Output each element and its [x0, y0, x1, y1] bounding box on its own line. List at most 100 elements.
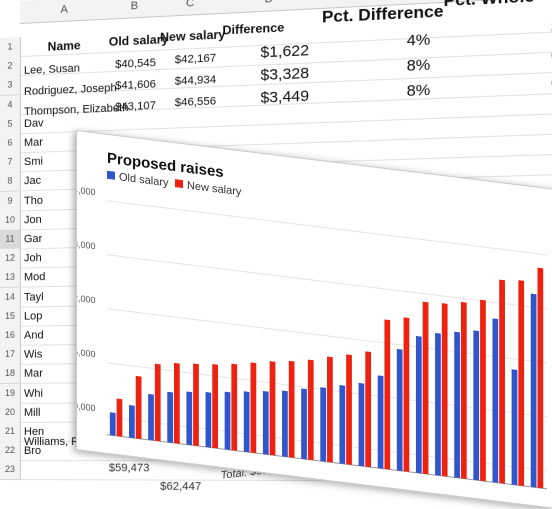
cell-difference[interactable]: $1,622: [235, 41, 309, 64]
cell-name-partial[interactable]: Mod: [24, 268, 45, 288]
bar-old-salary: [148, 394, 154, 441]
row-number[interactable]: 9: [0, 191, 21, 212]
cell-name[interactable]: Rodriguez, Joseph: [24, 79, 117, 102]
row-number[interactable]: 8: [0, 172, 21, 193]
cell-new-salary[interactable]: $46,556: [158, 92, 216, 114]
row-number[interactable]: 22: [0, 441, 21, 461]
bar-new-salary: [461, 302, 467, 479]
bar-old-salary: [339, 385, 345, 464]
row-number[interactable]: 18: [0, 364, 21, 384]
cell-name-partial[interactable]: Lop: [24, 307, 42, 326]
bar-old-salary: [244, 391, 250, 452]
row-number[interactable]: 3: [0, 75, 21, 96]
cell-old-salary[interactable]: $41,606: [105, 75, 156, 96]
row-number[interactable]: 1: [0, 37, 21, 58]
bar-old-salary: [206, 392, 212, 448]
row-number[interactable]: 23: [0, 460, 21, 480]
cell-new-salary[interactable]: $44,934: [158, 71, 216, 93]
cell-name-partial[interactable]: Smi: [24, 153, 43, 173]
old-total: $59,473: [109, 462, 150, 474]
bar-new-salary: [212, 364, 218, 448]
bar-new-salary: [155, 364, 161, 442]
bar-new-salary: [193, 363, 199, 446]
bar-new-salary: [365, 351, 371, 467]
bar-old-salary: [435, 333, 441, 476]
header-new-salary[interactable]: New salary: [160, 25, 225, 48]
row-number[interactable]: 12: [0, 249, 21, 269]
cell-old-salary[interactable]: $43,107: [105, 97, 156, 118]
cell-name[interactable]: Lee, Susan: [24, 59, 80, 81]
cell-name-partial[interactable]: And: [24, 326, 44, 345]
cell-pct-whole[interactable]: 6%: [483, 72, 552, 96]
cell-difference[interactable]: $3,449: [235, 86, 309, 109]
y-tick-label: $46,000: [77, 345, 95, 359]
cell-name-partial[interactable]: Mar: [24, 133, 43, 153]
cell-pct-whole[interactable]: 6%: [483, 44, 552, 68]
bar-new-salary: [136, 376, 142, 439]
header-name[interactable]: Name: [24, 35, 105, 58]
bar-old-salary: [167, 392, 173, 443]
cell-difference[interactable]: $3,328: [235, 63, 309, 86]
row-number[interactable]: 7: [0, 152, 21, 173]
cell-name-partial[interactable]: Tayl: [24, 288, 44, 307]
y-tick-label: $40,000: [77, 399, 95, 413]
cell-pct-difference[interactable]: 8%: [352, 55, 430, 78]
row-number[interactable]: 17: [0, 345, 21, 365]
cell-name-partial[interactable]: Joh: [24, 249, 42, 268]
row-number[interactable]: 6: [0, 133, 21, 154]
row-number[interactable]: 13: [0, 268, 21, 288]
new-total: $62,447: [160, 481, 201, 493]
bar-old-salary: [512, 369, 518, 485]
bar-new-salary: [518, 280, 524, 486]
bar-old-salary: [301, 388, 307, 459]
bar-new-salary: [308, 360, 314, 461]
bar-old-salary: [416, 336, 422, 474]
column-header-a[interactable]: A: [20, 0, 110, 24]
column-letter: C: [186, 0, 194, 10]
column-letter: B: [131, 0, 139, 12]
column-header-c[interactable]: C: [160, 0, 221, 17]
row-number[interactable]: 16: [0, 326, 21, 346]
bar-new-salary: [174, 363, 180, 444]
row-number[interactable]: 2: [0, 56, 21, 77]
row-number[interactable]: 20: [0, 403, 21, 423]
header-difference[interactable]: Difference: [222, 18, 284, 41]
bar-old-salary: [225, 392, 231, 450]
bar-new-salary: [404, 317, 410, 472]
row-number[interactable]: 21: [0, 422, 21, 442]
cell-old-salary[interactable]: $40,545: [105, 54, 156, 76]
cell-name-partial[interactable]: Jon: [24, 211, 42, 231]
y-tick-label: $52,000: [77, 291, 95, 305]
row-number[interactable]: 14: [0, 287, 21, 307]
cell-name-partial[interactable]: Dav: [24, 114, 44, 134]
chart-panel[interactable]: Proposed raisesOld salaryNew salary$40,0…: [76, 130, 552, 509]
cell-name-partial[interactable]: Gar: [24, 230, 42, 250]
row-number[interactable]: 5: [0, 114, 21, 135]
cell-name-partial[interactable]: Whi: [24, 384, 43, 403]
bar-old-salary: [378, 375, 384, 468]
cell-name-partial[interactable]: Mar: [24, 365, 43, 384]
column-header-d[interactable]: D: [220, 0, 318, 14]
cell-name-partial[interactable]: Tho: [24, 191, 43, 211]
cell-name-partial[interactable]: Jac: [24, 172, 41, 192]
row-number[interactable]: 19: [0, 383, 21, 403]
row-number[interactable]: 4: [0, 95, 21, 116]
cell-pct-difference[interactable]: 8%: [352, 80, 430, 103]
row-number[interactable]: 10: [0, 210, 21, 231]
cell-name-partial[interactable]: Mill: [24, 404, 41, 423]
bar-old-salary: [359, 383, 365, 467]
cell-new-salary[interactable]: $42,167: [158, 49, 216, 71]
cell-pct-difference[interactable]: 4%: [352, 30, 430, 53]
bar-old-salary: [320, 387, 326, 462]
bar-old-salary: [263, 391, 269, 455]
bar-old-salary: [186, 391, 192, 445]
header-pct-whole[interactable]: Pct. Whole: [444, 0, 535, 11]
bar-new-salary: [480, 300, 486, 482]
y-tick-label: $64,000: [77, 183, 95, 197]
column-header-b[interactable]: B: [109, 0, 161, 20]
bar-new-salary: [537, 268, 543, 489]
row-number[interactable]: 11: [0, 229, 21, 250]
row-number[interactable]: 15: [0, 306, 21, 326]
cell-pct-whole[interactable]: 3%: [483, 17, 552, 41]
cell-name-partial[interactable]: Wis: [24, 346, 42, 365]
